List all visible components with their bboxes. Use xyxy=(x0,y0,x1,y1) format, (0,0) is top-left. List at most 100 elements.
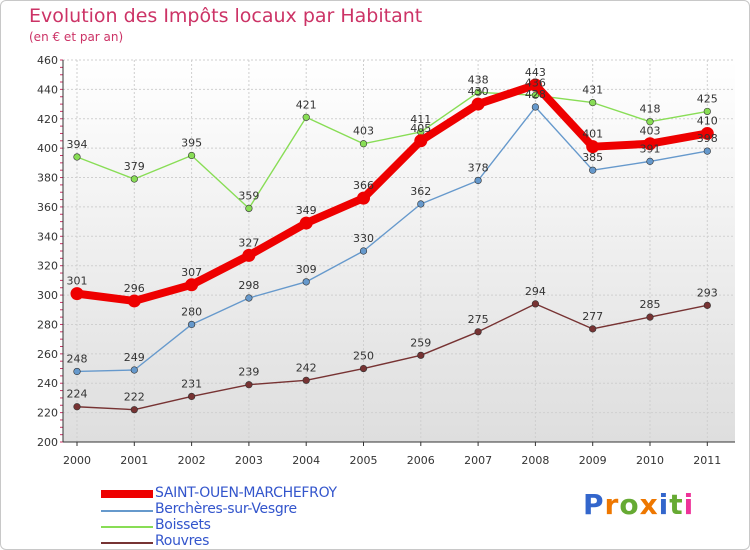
chart-title: Evolution des Impôts locaux par Habitant xyxy=(29,5,423,27)
data-label: 298 xyxy=(238,279,259,292)
legend-swatch xyxy=(101,526,153,528)
data-label: 436 xyxy=(525,76,546,89)
data-label: 403 xyxy=(353,125,374,138)
series-point-1 xyxy=(417,200,425,208)
y-tick-label: 340 xyxy=(37,230,58,243)
series-point-3 xyxy=(703,301,711,309)
series-point-2 xyxy=(130,175,138,183)
series-point-3 xyxy=(646,313,654,321)
data-label: 403 xyxy=(640,125,661,138)
series-point-3 xyxy=(589,325,597,333)
data-label: 438 xyxy=(468,73,489,86)
series-point-2 xyxy=(646,118,654,126)
data-label: 349 xyxy=(296,204,317,217)
legend-entry: SAINT-OUEN-MARCHEFROY xyxy=(101,485,401,503)
series-point-0 xyxy=(242,248,256,262)
data-label: 275 xyxy=(468,313,489,326)
series-point-1 xyxy=(474,176,482,185)
y-tick-label: 260 xyxy=(37,348,58,361)
data-label: 285 xyxy=(640,298,661,311)
series-point-3 xyxy=(73,403,81,411)
y-tick-label: 400 xyxy=(37,142,58,155)
series-point-1 xyxy=(359,247,368,255)
series-point-0 xyxy=(586,140,600,154)
series-point-2 xyxy=(359,140,368,148)
data-label: 430 xyxy=(468,85,489,98)
y-tick-label: 380 xyxy=(37,172,58,185)
series-point-0 xyxy=(643,137,657,151)
series-point-1 xyxy=(302,278,310,286)
logo-letter: i xyxy=(658,488,670,521)
axes: 200 220 240 260 280 300 320 340 360 380 400 420 440 4… xyxy=(37,54,735,467)
data-label: 280 xyxy=(181,305,202,318)
data-label: 418 xyxy=(640,103,661,116)
data-label: 398 xyxy=(697,132,718,145)
data-label: 405 xyxy=(410,122,431,135)
data-label: 443 xyxy=(525,66,546,79)
proxiti-logo: Proxiti xyxy=(583,488,694,521)
series-point-0 xyxy=(700,126,714,140)
gridlines xyxy=(63,59,735,443)
data-label: 327 xyxy=(238,236,259,249)
series-line-0 xyxy=(73,80,712,305)
data-label: 250 xyxy=(353,350,374,363)
logo-letter: i xyxy=(683,488,695,521)
series-point-2 xyxy=(531,91,540,99)
logo-letter: x xyxy=(639,488,659,521)
legend-label: Rouvres xyxy=(155,533,210,549)
x-tick-label: 2002 xyxy=(178,454,206,467)
data-label: 222 xyxy=(124,391,145,404)
data-label: 293 xyxy=(697,286,718,299)
plot-area xyxy=(63,60,735,442)
series-point-0 xyxy=(299,216,313,230)
series-point-2 xyxy=(703,107,711,116)
legend-entry: Boissets xyxy=(101,517,401,535)
series-point-0 xyxy=(357,191,370,205)
legend-label: SAINT-OUEN-MARCHEFROY xyxy=(155,485,337,501)
data-label: 248 xyxy=(67,352,88,365)
legend-entry: Berchères-sur-Vesgre xyxy=(101,501,401,519)
x-tick-label: 2010 xyxy=(636,454,664,467)
data-label: 362 xyxy=(410,185,431,198)
legend-swatch xyxy=(101,510,153,512)
legend-entry: Rouvres xyxy=(101,533,401,549)
series-line-1 xyxy=(76,106,708,373)
series-point-3 xyxy=(359,364,368,373)
series-point-1 xyxy=(73,367,81,376)
data-label: 431 xyxy=(582,84,603,97)
data-label: 249 xyxy=(124,351,145,364)
data-label: 401 xyxy=(582,128,603,141)
x-tick-label: 2004 xyxy=(292,454,320,467)
series-point-1 xyxy=(130,366,138,374)
x-tick-label: 2011 xyxy=(693,454,721,467)
data-label: 301 xyxy=(67,275,88,288)
series-point-2 xyxy=(474,88,482,96)
y-tick-label: 320 xyxy=(37,260,58,273)
series-line-2 xyxy=(76,91,708,210)
series-point-1 xyxy=(703,147,711,155)
legend-label: Boissets xyxy=(155,517,211,533)
y-tick-label: 460 xyxy=(37,54,58,67)
series-point-3 xyxy=(130,406,138,414)
series-point-3 xyxy=(417,351,425,359)
series-line-3 xyxy=(76,303,708,411)
x-tick-label: 2003 xyxy=(235,454,263,467)
data-label: 411 xyxy=(410,113,431,126)
series-point-2 xyxy=(188,151,196,160)
data-label: 425 xyxy=(697,92,718,105)
chart-subtitle: (en € et par an) xyxy=(29,30,124,44)
logo-letter: o xyxy=(619,488,640,521)
y-tick-label: 300 xyxy=(37,289,58,302)
data-label: 259 xyxy=(410,336,431,349)
data-label: 231 xyxy=(181,377,202,390)
data-label: 428 xyxy=(525,88,546,101)
data-label: 359 xyxy=(238,189,259,202)
y-tick-label: 280 xyxy=(37,318,58,331)
x-tick-label: 2000 xyxy=(63,454,91,467)
series-point-3 xyxy=(531,300,540,308)
x-tick-label: 2009 xyxy=(579,454,607,467)
series-point-1 xyxy=(531,103,540,111)
data-label: 242 xyxy=(296,361,317,374)
